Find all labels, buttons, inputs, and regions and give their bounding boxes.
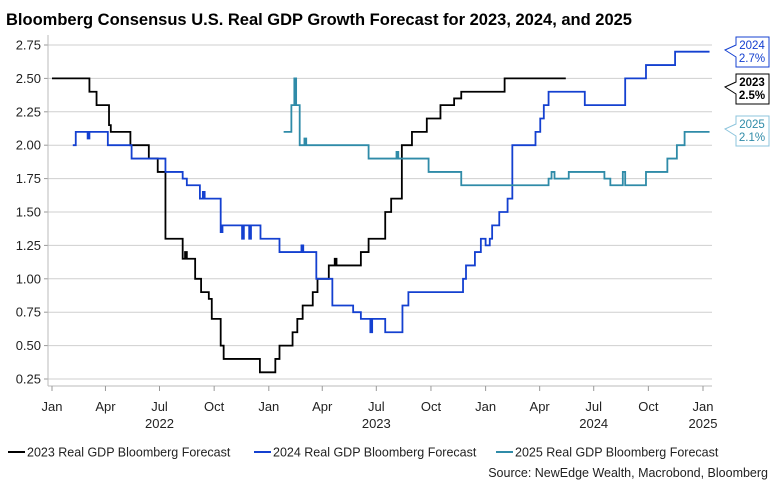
legend-item: 2024 Real GDP Bloomberg Forecast bbox=[254, 446, 477, 460]
x-tick-label: Jan bbox=[475, 399, 496, 414]
x-tick-label: Oct bbox=[204, 399, 225, 414]
year-label: 2022 bbox=[145, 416, 174, 431]
series-line-2023 bbox=[52, 77, 566, 374]
x-tick-label: Jul bbox=[368, 399, 385, 414]
y-tick-label: 1.25 bbox=[16, 238, 41, 253]
x-tick-label: Jul bbox=[151, 399, 168, 414]
legend-label: 2025 Real GDP Bloomberg Forecast bbox=[515, 446, 719, 460]
end-label-box bbox=[723, 73, 770, 105]
y-tick-label: 2.75 bbox=[16, 38, 41, 53]
source-note: Source: NewEdge Wealth, Macrobond, Bloom… bbox=[488, 466, 768, 480]
y-tick-label: 0.75 bbox=[16, 305, 41, 320]
x-tick-label: Oct bbox=[638, 399, 659, 414]
x-tick-label: Jul bbox=[585, 399, 602, 414]
end-label-year: 2024 bbox=[739, 40, 765, 52]
x-tick-label: Jan bbox=[258, 399, 279, 414]
legend-item: 2023 Real GDP Bloomberg Forecast bbox=[8, 446, 231, 460]
x-tick-label: Apr bbox=[530, 399, 551, 414]
y-tick-label: 2.50 bbox=[16, 71, 41, 86]
x-tick-label: Jan bbox=[693, 399, 714, 414]
year-label: 2023 bbox=[362, 416, 391, 431]
end-label-year: 2025 bbox=[739, 119, 765, 131]
end-label-year: 2023 bbox=[739, 77, 765, 89]
y-tick-label: 2.00 bbox=[16, 138, 41, 153]
end-label-box bbox=[723, 36, 770, 68]
legend-label: 2023 Real GDP Bloomberg Forecast bbox=[27, 446, 231, 460]
end-label-value: 2.1% bbox=[739, 132, 765, 144]
series-line-2025 bbox=[283, 77, 710, 187]
y-tick-label: 1.50 bbox=[16, 205, 41, 220]
end-label-value: 2.7% bbox=[739, 53, 765, 65]
year-label: 2024 bbox=[579, 416, 608, 431]
x-tick-label: Apr bbox=[95, 399, 116, 414]
y-tick-label: 0.25 bbox=[16, 372, 41, 387]
x-tick-label: Jan bbox=[42, 399, 63, 414]
y-tick-label: 2.25 bbox=[16, 104, 41, 119]
x-tick-label: Oct bbox=[421, 399, 442, 414]
chart-title: Bloomberg Consensus U.S. Real GDP Growth… bbox=[6, 11, 632, 29]
series-line-2024 bbox=[72, 50, 710, 334]
y-tick-label: 0.50 bbox=[16, 338, 41, 353]
end-label-box bbox=[723, 115, 770, 147]
end-label-value: 2.5% bbox=[739, 90, 765, 102]
y-tick-label: 1.75 bbox=[16, 171, 41, 186]
legend-label: 2024 Real GDP Bloomberg Forecast bbox=[273, 446, 477, 460]
x-tick-label: Apr bbox=[312, 399, 333, 414]
y-tick-label: 1.00 bbox=[16, 271, 41, 286]
legend-item: 2025 Real GDP Bloomberg Forecast bbox=[496, 446, 719, 460]
year-label: 2025 bbox=[689, 416, 718, 431]
